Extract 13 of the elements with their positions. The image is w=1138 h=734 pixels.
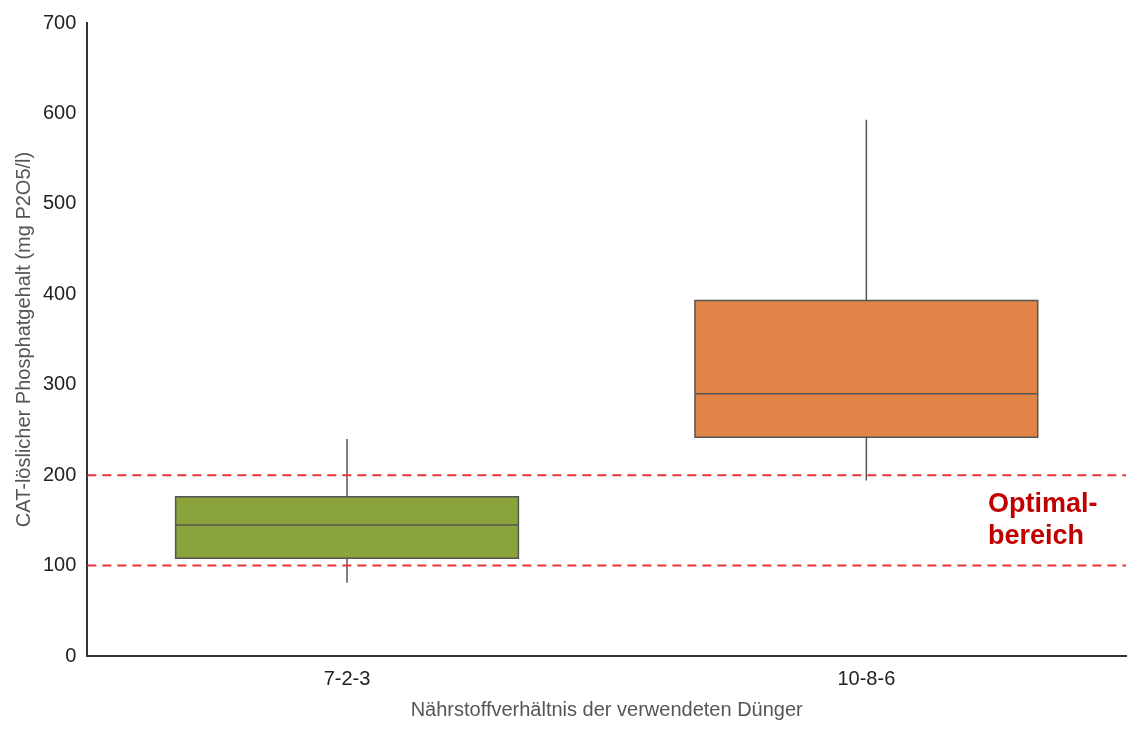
y-tick-label: 300 — [42, 372, 77, 395]
y-tick-label: 700 — [42, 10, 77, 33]
x-axis-title: Nährstoffverhältnis der verwendeten Dünger — [410, 697, 804, 720]
y-tick-label: 600 — [42, 100, 77, 123]
y-axis-title: CAT-löslicher Phosphatgehalt (mg P2O5/l) — [11, 151, 34, 528]
y-tick-label: 400 — [42, 281, 77, 304]
y-tick-label: 500 — [42, 191, 77, 214]
y-tick-label: 100 — [42, 553, 77, 576]
x-tick-label: 7-2-3 — [323, 666, 371, 689]
y-tick-label: 200 — [42, 462, 77, 485]
annotation: Optimal- bereich — [988, 487, 1098, 550]
y-tick-label: 0 — [65, 643, 77, 666]
x-tick-label: 10-8-6 — [837, 666, 896, 689]
